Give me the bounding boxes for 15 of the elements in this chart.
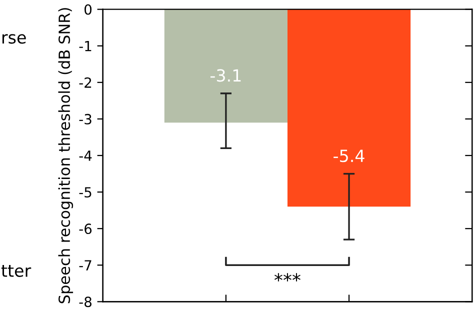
data-label: -5.4	[334, 150, 364, 162]
y-tick-label: -1	[79, 41, 92, 52]
y-tick-label: -4	[79, 150, 92, 161]
y-tick-label: -2	[79, 77, 92, 88]
y-axis-title: Speech recognition threshold (dB SNR)	[58, 8, 74, 304]
text: rse	[2, 34, 26, 44]
y-tick-label: -7	[79, 260, 92, 270]
y-tick-label: 0	[84, 4, 92, 15]
y-tick-label: -5	[79, 187, 92, 198]
y-tick-label: -6	[79, 224, 92, 234]
data-label: -3.1	[210, 69, 241, 82]
text: tter	[1, 265, 32, 277]
y-tick-label: -3	[79, 114, 92, 124]
annotation: ***	[274, 273, 300, 282]
y-tick-label: -8	[79, 296, 92, 308]
